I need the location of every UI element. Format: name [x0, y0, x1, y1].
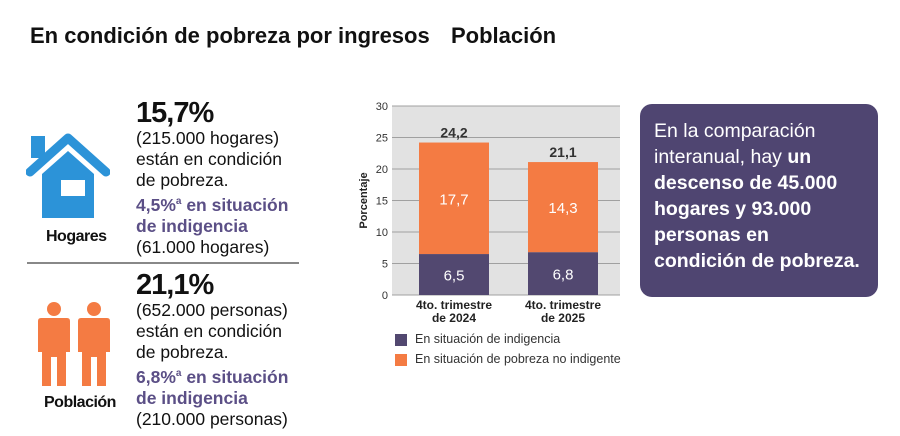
hogares-line1: están en condición: [136, 149, 282, 169]
stacked-bar-chart: 0 5 10 15 20 25 30 Porcentaje 6,5 17,7 24,2 4to. tr…: [358, 101, 620, 325]
poblacion-line1: están en condición: [136, 321, 282, 341]
footnote-mark: a: [175, 368, 182, 379]
callout-text: En la comparación interanual, hay: [654, 120, 816, 168]
legend: En situación de indigencia En situación …: [395, 332, 621, 366]
y-tick-label: 0: [382, 290, 388, 302]
x-tick-label: 4to. trimestre: [416, 298, 492, 312]
footnote-mark: a: [175, 196, 182, 207]
legend-label: En situación de indigencia: [415, 332, 561, 346]
callout-box: En la comparación interanual, hay un des…: [640, 104, 878, 297]
y-tick-label: 25: [376, 133, 388, 145]
poblacion-ind-pct: 6,8%: [136, 366, 176, 387]
hogares-ind-text2: de indigencia: [136, 215, 248, 236]
poblacion-pct: 21,1%: [136, 269, 214, 301]
total-label: 21,1: [549, 144, 576, 160]
data-label: 6,8: [553, 267, 574, 284]
poblacion-ind-text2: de indigencia: [136, 387, 248, 408]
hogares-ind-count: (61.000 hogares): [136, 236, 270, 257]
poblacion-line2: de pobreza.: [136, 342, 229, 362]
y-tick-label: 15: [376, 196, 388, 208]
bar-segment: [419, 254, 489, 295]
poblacion-label: Población: [44, 394, 116, 411]
legend-swatch: [395, 353, 407, 366]
house-icon: [26, 133, 110, 218]
left-title: En condición de pobreza por ingresos: [30, 23, 430, 48]
x-tick-label: 4to. trimestre: [525, 298, 601, 312]
callout-highlight: un descenso de 45.000 hogares y 93.000 p…: [654, 146, 860, 272]
people-icon: [38, 302, 110, 386]
legend-item-indigencia: En situación de indigencia: [395, 332, 621, 346]
divider: [27, 262, 299, 264]
poblacion-count: (652.000 personas): [136, 300, 288, 320]
y-tick-label: 5: [382, 259, 388, 271]
hogares-stats: 15,7% (215.000 hogares) están en condici…: [136, 98, 288, 258]
hogares-line2: de pobreza.: [136, 170, 229, 190]
data-label: 17,7: [439, 191, 468, 208]
data-label: 14,3: [548, 200, 577, 217]
hogares-ind-text: en situación: [181, 194, 289, 215]
chart-title: Población: [451, 23, 557, 48]
hogares-count: (215.000 hogares): [136, 128, 280, 148]
total-label: 24,2: [440, 125, 467, 141]
poblacion-ind-count: (210.000 personas): [136, 408, 288, 429]
y-tick-label: 20: [376, 164, 388, 176]
x-tick-label: de 2025: [541, 311, 585, 325]
hogares-ind-pct: 4,5%: [136, 194, 176, 215]
x-tick-label: de 2024: [432, 311, 476, 325]
hogares-pct: 15,7%: [136, 97, 214, 129]
legend-item-pobreza: En situación de pobreza no indigente: [395, 352, 621, 366]
bar-segment: [528, 162, 598, 253]
y-tick-label: 10: [376, 227, 388, 239]
legend-label: En situación de pobreza no indigente: [415, 352, 621, 366]
hogares-label: Hogares: [46, 228, 107, 245]
poblacion-stats: 21,1% (652.000 personas) están en condic…: [136, 270, 288, 430]
bar-segment: [419, 142, 489, 255]
y-tick-label: 30: [376, 101, 388, 113]
data-label: 6,5: [444, 268, 465, 285]
legend-swatch: [395, 333, 407, 346]
y-axis-label: Porcentaje: [358, 172, 370, 228]
poblacion-ind-text: en situación: [181, 366, 289, 387]
bar-segment: [528, 252, 598, 295]
